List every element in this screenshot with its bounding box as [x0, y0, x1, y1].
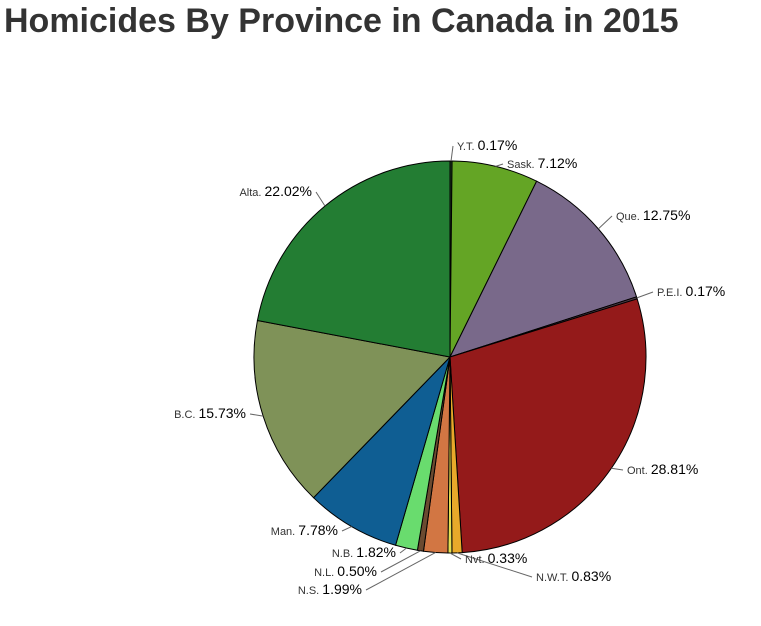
slice-name: B.C.	[174, 409, 198, 421]
leader-line-b-c	[249, 413, 264, 417]
slice-percent: 1.82%	[356, 544, 396, 560]
leader-line-n-w-t	[456, 552, 533, 578]
slice-label-p-e-i: P.E.I. 0.17%	[657, 283, 725, 299]
slice-label-n-w-t: N.W.T. 0.83%	[536, 568, 611, 584]
slice-name: N.W.T.	[536, 572, 571, 584]
slice-label-sask: Sask. 7.12%	[507, 155, 577, 171]
slice-percent: 0.83%	[571, 568, 611, 584]
slice-label-alta: Alta. 22.02%	[239, 183, 312, 199]
leader-line-n-b	[399, 547, 407, 554]
leader-line-ont	[611, 467, 624, 471]
slice-percent: 0.50%	[337, 563, 377, 579]
slice-name: Que.	[616, 211, 643, 223]
slice-man[interactable]	[312, 356, 451, 546]
leader-line-y-t	[450, 145, 454, 162]
slice-name: N.S.	[298, 585, 322, 597]
slice-name: Man.	[271, 526, 299, 538]
leader-line-man	[341, 526, 352, 532]
slice-que[interactable]	[449, 180, 638, 358]
slice-alta[interactable]	[256, 160, 451, 358]
slice-label-n-s: N.S. 1.99%	[298, 581, 362, 597]
leader-line-alta	[315, 191, 326, 207]
slice-label-y-t: Y.T. 0.17%	[457, 137, 517, 153]
leader-line-n-s	[365, 552, 436, 591]
slice-label-que: Que. 12.75%	[616, 207, 690, 223]
slice-percent: 22.02%	[265, 183, 312, 199]
slice-name: P.E.I.	[657, 287, 686, 299]
slice-name: Alta.	[239, 187, 264, 199]
slice-name: Nvt.	[465, 554, 488, 566]
slice-percent: 28.81%	[651, 461, 698, 477]
slice-percent: 7.12%	[538, 155, 578, 171]
slice-percent: 0.17%	[478, 137, 518, 153]
slice-label-man: Man. 7.78%	[271, 522, 338, 538]
leader-line-que	[597, 215, 613, 230]
slice-percent: 1.99%	[322, 581, 362, 597]
slice-percent: 12.75%	[643, 207, 690, 223]
slice-ont[interactable]	[449, 298, 647, 554]
slice-label-b-c: B.C. 15.73%	[174, 405, 246, 421]
slice-b-c[interactable]	[253, 319, 452, 499]
slice-name: N.B.	[332, 548, 356, 560]
slice-label-n-b: N.B. 1.82%	[332, 544, 396, 560]
slice-name: Ont.	[627, 465, 651, 477]
slice-percent: 15.73%	[199, 405, 246, 421]
leader-line-nvt	[449, 552, 462, 560]
slice-label-ont: Ont. 28.81%	[627, 461, 698, 477]
slice-label-n-l: N.L. 0.50%	[314, 563, 377, 579]
slice-name: N.L.	[314, 567, 337, 579]
slice-percent: 0.33%	[488, 550, 528, 566]
slice-name: Sask.	[507, 159, 538, 171]
leader-line-n-l	[380, 550, 421, 573]
slice-name: Y.T.	[457, 141, 478, 153]
slice-percent: 0.17%	[686, 283, 726, 299]
slice-label-nvt: Nvt. 0.33%	[465, 550, 527, 566]
leader-line-p-e-i	[636, 291, 654, 299]
leader-line-sask	[495, 163, 504, 167]
chart-title: Homicides By Province in Canada in 2015	[4, 2, 679, 40]
slice-percent: 7.78%	[298, 522, 338, 538]
